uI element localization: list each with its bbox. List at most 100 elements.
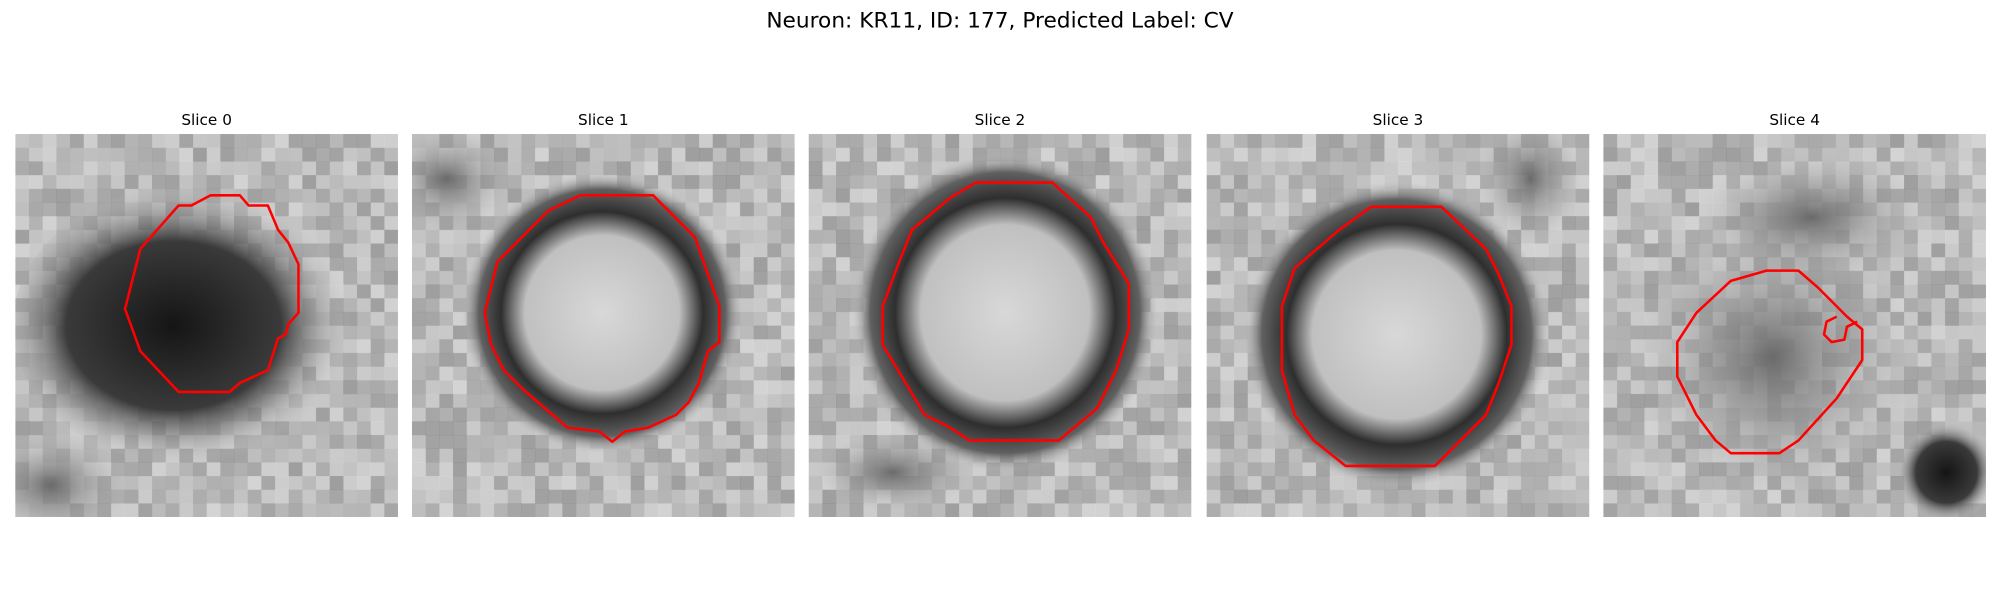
pixel [1931, 366, 1946, 381]
pixel [1603, 257, 1618, 272]
pixel [1220, 352, 1235, 367]
pixel [370, 325, 385, 340]
pixel [1603, 188, 1618, 203]
pixel [1931, 243, 1946, 258]
pixel [1876, 134, 1891, 149]
pixel [1438, 489, 1454, 504]
pixel [425, 311, 440, 326]
pixel [1780, 134, 1796, 149]
pixel [698, 421, 714, 436]
pixel [384, 462, 398, 477]
pixel [1302, 134, 1317, 149]
pixel [739, 257, 755, 272]
pixel [1247, 421, 1262, 436]
pixel [808, 298, 823, 313]
pixel [767, 448, 782, 463]
pixel [83, 188, 98, 203]
pixel [329, 216, 344, 231]
pixel [1247, 462, 1262, 477]
pixel [657, 462, 673, 477]
pixel [384, 421, 398, 436]
pixel [452, 352, 468, 367]
pixel [83, 147, 98, 162]
pixel [836, 216, 851, 231]
pixel [534, 462, 550, 477]
pixel [931, 147, 946, 162]
pixel [439, 298, 454, 313]
pixel [1220, 489, 1235, 504]
pixel [780, 489, 795, 504]
pixel [822, 407, 837, 422]
pixel [836, 393, 851, 408]
pixel [808, 352, 823, 367]
pixel [1685, 188, 1700, 203]
pixel [1302, 489, 1317, 504]
pixel [1972, 284, 1986, 299]
pixel [822, 503, 837, 518]
pixel [575, 462, 591, 477]
pixel [1903, 284, 1919, 299]
pixel [151, 475, 167, 491]
texture [15, 434, 128, 518]
pixel [1644, 243, 1659, 258]
pixel [644, 147, 659, 162]
pixel [1972, 175, 1986, 190]
pixel [1671, 229, 1686, 244]
pixel [808, 503, 823, 518]
pixel [1425, 147, 1440, 162]
pixel [1177, 175, 1192, 190]
pixel [1575, 229, 1590, 244]
pixel [1548, 366, 1563, 381]
pixel [1315, 175, 1331, 190]
pixel [780, 434, 795, 450]
pixel [753, 352, 768, 367]
pixel [1603, 352, 1618, 367]
pixel [1302, 462, 1317, 477]
pixel [836, 339, 851, 354]
pixel [329, 147, 344, 162]
pixel [890, 134, 905, 149]
pixel [808, 448, 823, 463]
pixel [1603, 380, 1618, 395]
pixel [780, 202, 795, 217]
pixel [1534, 243, 1549, 258]
pixel [1561, 462, 1577, 477]
pixel [466, 503, 481, 518]
pixel [644, 448, 659, 463]
pixel [739, 284, 755, 299]
pixel [1150, 257, 1165, 272]
pixel [890, 161, 905, 176]
pixel [849, 188, 864, 203]
pixel [1808, 134, 1823, 149]
pixel [1603, 161, 1618, 176]
pixel [1177, 311, 1192, 326]
pixel [1136, 503, 1151, 518]
pixel [356, 257, 372, 272]
pixel [425, 229, 440, 244]
pixel [56, 147, 71, 162]
pixel [521, 161, 536, 176]
pixel [753, 147, 768, 162]
pixel [1356, 489, 1372, 504]
pixel [1261, 448, 1276, 463]
panel-title: Slice 0 [181, 111, 232, 129]
pixel [685, 188, 700, 203]
pixel [1944, 298, 1960, 313]
pixel [1177, 161, 1192, 176]
pixel [1329, 161, 1344, 176]
pixel [1177, 475, 1192, 491]
pixel [1288, 147, 1303, 162]
pixel [1136, 216, 1151, 231]
pixel [370, 202, 385, 217]
pixel [1890, 161, 1905, 176]
pixel [1136, 175, 1151, 190]
pixel [1657, 489, 1673, 504]
pixel [685, 475, 700, 491]
pixel [780, 161, 795, 176]
pixel [1343, 147, 1358, 162]
pixel [1177, 380, 1192, 395]
pixel [507, 147, 522, 162]
pixel [849, 202, 864, 217]
pixel [739, 325, 755, 340]
pixel [370, 284, 385, 299]
